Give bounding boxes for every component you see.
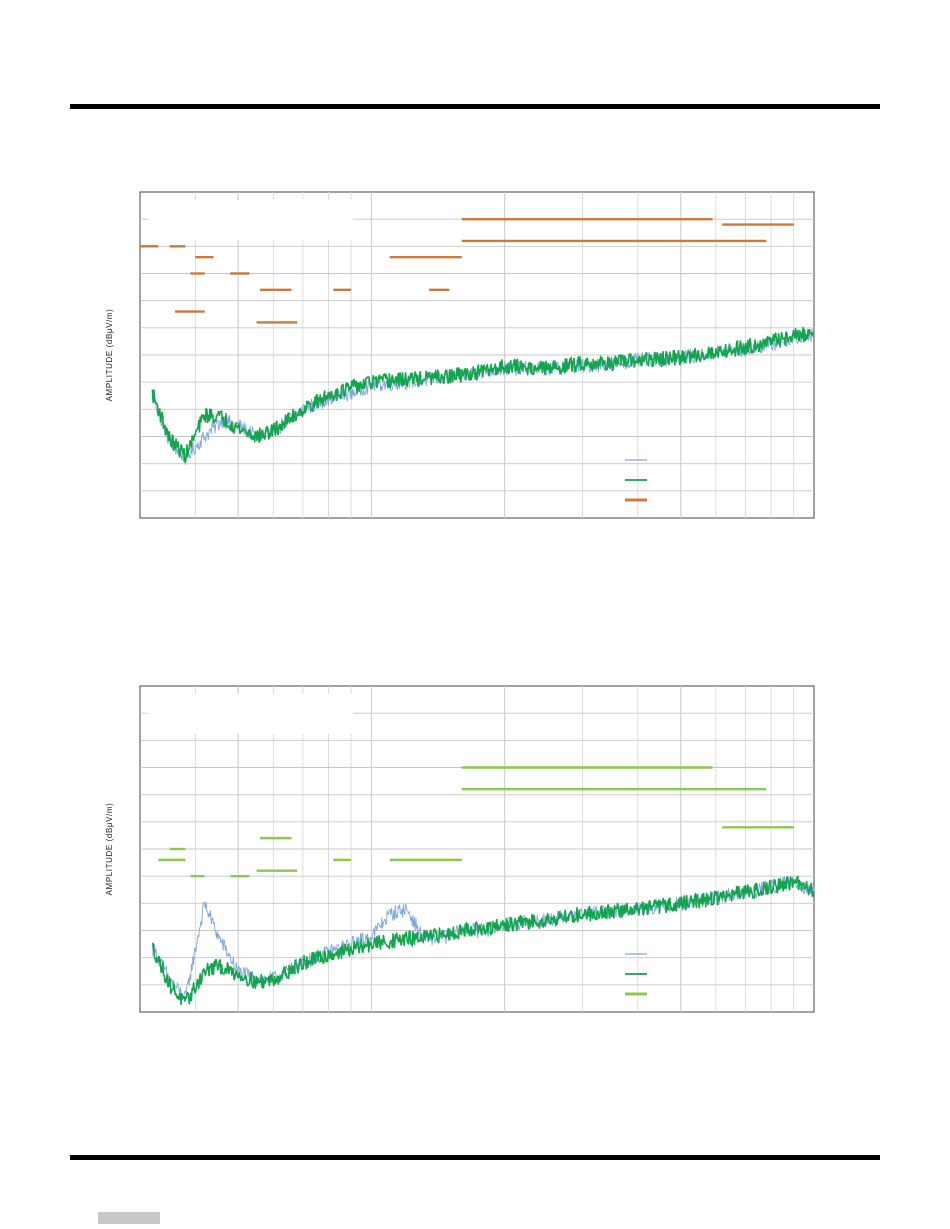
y-axis-label: AMPLITUDE (dBμV/m) [105, 803, 114, 896]
chart-radiated-emissions-1: AMPLITUDE (dBμV/m) [105, 191, 815, 519]
legend [625, 459, 647, 502]
series-line-2 [151, 875, 815, 1006]
y-axis-label: AMPLITUDE (dBμV/m) [105, 309, 114, 402]
annotation-box [148, 200, 353, 240]
legend [625, 953, 647, 996]
header-rule [70, 104, 880, 109]
series-line-2 [151, 326, 815, 464]
footer-rule [70, 1155, 880, 1160]
chart-radiated-emissions-2: AMPLITUDE (dBμV/m) [105, 685, 815, 1013]
footer-tab [98, 1212, 160, 1224]
annotation-box [148, 694, 353, 734]
